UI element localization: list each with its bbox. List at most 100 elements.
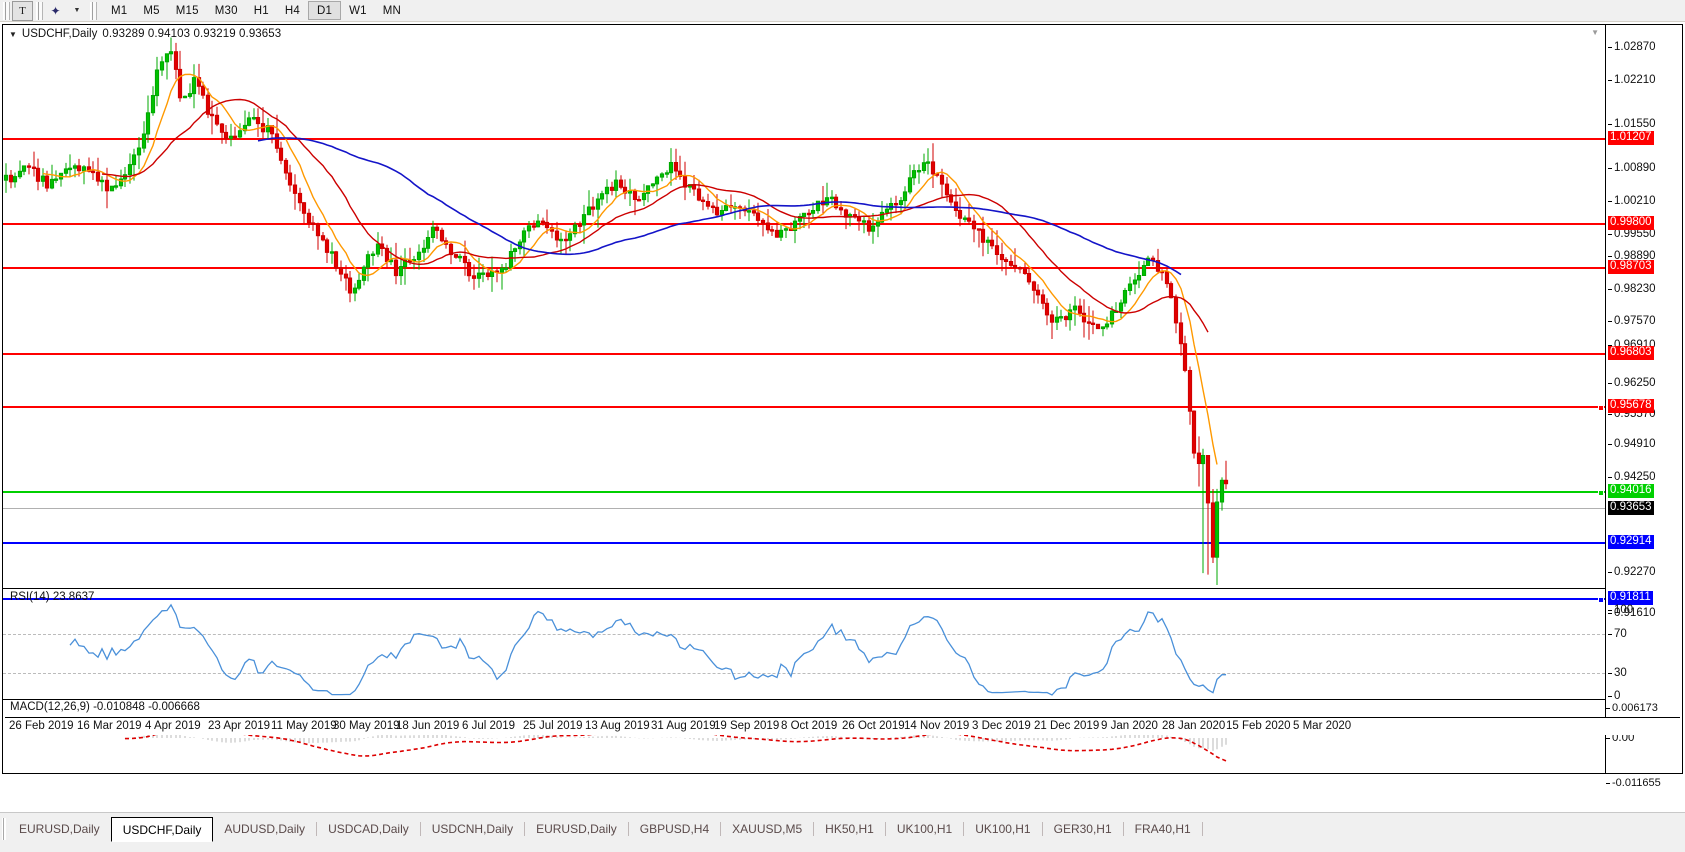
date-tick: 18 Jun 2019 xyxy=(396,720,460,732)
chart-tab-eurusd-daily-2[interactable]: EURUSD,Daily xyxy=(536,822,617,836)
chevron-down-icon[interactable]: ▼ xyxy=(9,29,17,39)
tab-timeframe-w1[interactable]: W1 xyxy=(349,4,367,17)
tab-timeframe-mn[interactable]: MN xyxy=(382,4,402,17)
tab-divider xyxy=(813,822,815,836)
chart-tab-audusd-daily[interactable]: AUDUSD,Daily xyxy=(224,822,306,836)
price-tick: 0.98230 xyxy=(1608,283,1656,295)
symbol-name: USDCHF,Daily xyxy=(21,28,98,40)
macd-indicator-label[interactable]: MACD(12,26,9) -0.010848 -0.006668 xyxy=(10,701,200,713)
chart-tab-usdcad-daily[interactable]: USDCAD,Daily xyxy=(328,822,409,836)
toolbar-grip-3[interactable] xyxy=(90,1,97,20)
level-line-101207[interactable] xyxy=(3,138,1605,140)
date-tick: 21 Dec 2019 xyxy=(1034,720,1100,732)
chart-tab-fra40-h1[interactable]: FRA40,H1 xyxy=(1134,822,1191,836)
date-tick: 11 May 2019 xyxy=(271,720,337,732)
tab-timeframe-m15[interactable]: M15 xyxy=(175,4,199,17)
level-price-tag[interactable]: 0.98703 xyxy=(1608,260,1654,274)
level-line-095678[interactable] xyxy=(3,405,1605,411)
chart-tab-usdchf-daily[interactable]: USDCHF,Daily xyxy=(110,817,214,842)
tabbar-grip[interactable] xyxy=(2,818,6,840)
rsi-level-70 xyxy=(3,634,1605,635)
level-line-091811[interactable] xyxy=(3,597,1605,603)
rsi-level-30 xyxy=(3,673,1605,674)
price-tick: 1.00890 xyxy=(1608,162,1656,174)
level-line-094016[interactable] xyxy=(3,490,1605,496)
date-tick: 6 Jul 2019 xyxy=(462,720,516,732)
tab-timeframe-m5[interactable]: M5 xyxy=(143,4,160,17)
tab-timeframe-h4[interactable]: H4 xyxy=(284,4,300,17)
level-line-096803[interactable] xyxy=(3,353,1605,355)
date-tick: 31 Aug 2019 xyxy=(651,720,716,732)
chart-tab-uk100-h1-2[interactable]: UK100,H1 xyxy=(975,822,1031,836)
chart-tab-gbpusd-h4[interactable]: GBPUSD,H4 xyxy=(639,822,710,836)
macd-tick: 0.006173 xyxy=(1606,702,1658,714)
tab-divider xyxy=(1122,822,1124,836)
rsi-indicator-label[interactable]: RSI(14) 23.8637 xyxy=(10,591,95,603)
chart-frame: 1.02870 1.02210 1.01550 1.00890 1.00210 … xyxy=(2,24,1683,789)
symbol-header: ▼ USDCHF,Daily 0.93289 0.94103 0.93219 0… xyxy=(9,28,281,40)
indicators-icon[interactable]: ✦ xyxy=(45,1,66,21)
price-tick: 0.94910 xyxy=(1608,438,1656,450)
price-tick: 0.94250 xyxy=(1608,471,1656,483)
price-tick: 0.99550 xyxy=(1608,228,1656,240)
tab-divider xyxy=(1041,822,1043,836)
tab-divider xyxy=(720,822,722,836)
date-tick: 23 Apr 2019 xyxy=(208,720,271,732)
price-axis[interactable]: 1.02870 1.02210 1.01550 1.00890 1.00210 … xyxy=(1605,25,1682,789)
chart-tab-uk100-h1-1[interactable]: UK100,H1 xyxy=(896,822,953,836)
level-price-tag[interactable]: 0.91811 xyxy=(1608,591,1653,605)
rsi-tick: 70 xyxy=(1608,628,1627,640)
macd-tick: -0.011655 xyxy=(1606,777,1661,789)
tab-timeframe-m1[interactable]: M1 xyxy=(111,4,128,17)
scroll-anchor-icon[interactable]: ▼ xyxy=(1591,28,1599,37)
rsi-tick: 100 xyxy=(1607,604,1634,616)
chart-tab-eurusd-daily-1[interactable]: EURUSD,Daily xyxy=(19,822,100,836)
date-tick: 9 Jan 2020 xyxy=(1101,720,1158,732)
indicators-glyph: ✦ xyxy=(50,3,61,18)
price-tick: 0.97570 xyxy=(1608,315,1656,327)
date-tick: 16 Mar 2019 xyxy=(77,720,142,732)
price-tick: 0.91610 xyxy=(1608,607,1656,619)
chart-tab-xauusd-m5[interactable]: XAUUSD,M5 xyxy=(732,822,803,836)
level-price-tag[interactable]: 0.95678 xyxy=(1608,399,1654,413)
level-handle[interactable] xyxy=(1598,490,1604,496)
tab-divider xyxy=(884,822,886,836)
level-line-092914[interactable] xyxy=(3,542,1605,544)
chart-tab-bar: EURUSD,Daily USDCHF,Daily AUDUSD,Daily U… xyxy=(0,812,1685,852)
level-line-098703[interactable] xyxy=(3,267,1605,269)
toolbar-grip[interactable] xyxy=(3,1,10,20)
level-price-tag[interactable]: 1.01207 xyxy=(1608,131,1654,145)
macd-tick: 0.00 xyxy=(1605,732,1635,744)
level-price-tag[interactable]: 0.94016 xyxy=(1608,484,1654,498)
tab-timeframe-h1[interactable]: H1 xyxy=(253,4,269,17)
chart-tab-ger30-h1[interactable]: GER30,H1 xyxy=(1053,822,1112,836)
date-axis[interactable]: 26 Feb 2019 16 Mar 2019 4 Apr 2019 23 Ap… xyxy=(5,717,1680,735)
date-tick: 4 Apr 2019 xyxy=(145,720,201,732)
chart-tab-hk50-h1[interactable]: HK50,H1 xyxy=(825,822,874,836)
level-handle[interactable] xyxy=(1598,405,1604,411)
chart-tab-usdcnh-daily[interactable]: USDCNH,Daily xyxy=(431,822,514,836)
level-line-09980[interactable] xyxy=(3,223,1605,225)
price-tick: 1.01550 xyxy=(1608,118,1656,130)
date-tick: 26 Feb 2019 xyxy=(9,720,74,732)
current-price-tag: 0.93653 xyxy=(1608,501,1654,515)
tab-timeframe-m30[interactable]: M30 xyxy=(214,4,238,17)
tab-divider xyxy=(1201,822,1203,836)
level-price-tag[interactable]: 0.99800 xyxy=(1608,216,1654,230)
chevron-down-icon[interactable]: ▼ xyxy=(66,1,87,21)
tab-divider xyxy=(963,822,965,836)
date-tick: 15 Feb 2020 xyxy=(1226,720,1291,732)
level-price-tag[interactable]: 0.96803 xyxy=(1608,346,1654,360)
tab-timeframe-d1[interactable]: D1 xyxy=(307,1,342,20)
toolbar-grip-2[interactable] xyxy=(36,1,43,20)
current-price-line xyxy=(3,508,1605,509)
chart-plot-area[interactable]: ▼ ▼ USDCHF,Daily 0.93289 0.94103 0.93219… xyxy=(3,25,1605,773)
tab-divider xyxy=(627,822,629,836)
level-price-tag[interactable]: 0.92914 xyxy=(1608,535,1654,549)
level-handle[interactable] xyxy=(1598,597,1604,603)
chevron-down-glyph: ▼ xyxy=(73,7,81,14)
text-tool-icon[interactable]: T xyxy=(12,0,33,21)
date-tick: 19 Sep 2019 xyxy=(714,720,780,732)
tab-divider xyxy=(316,822,318,836)
